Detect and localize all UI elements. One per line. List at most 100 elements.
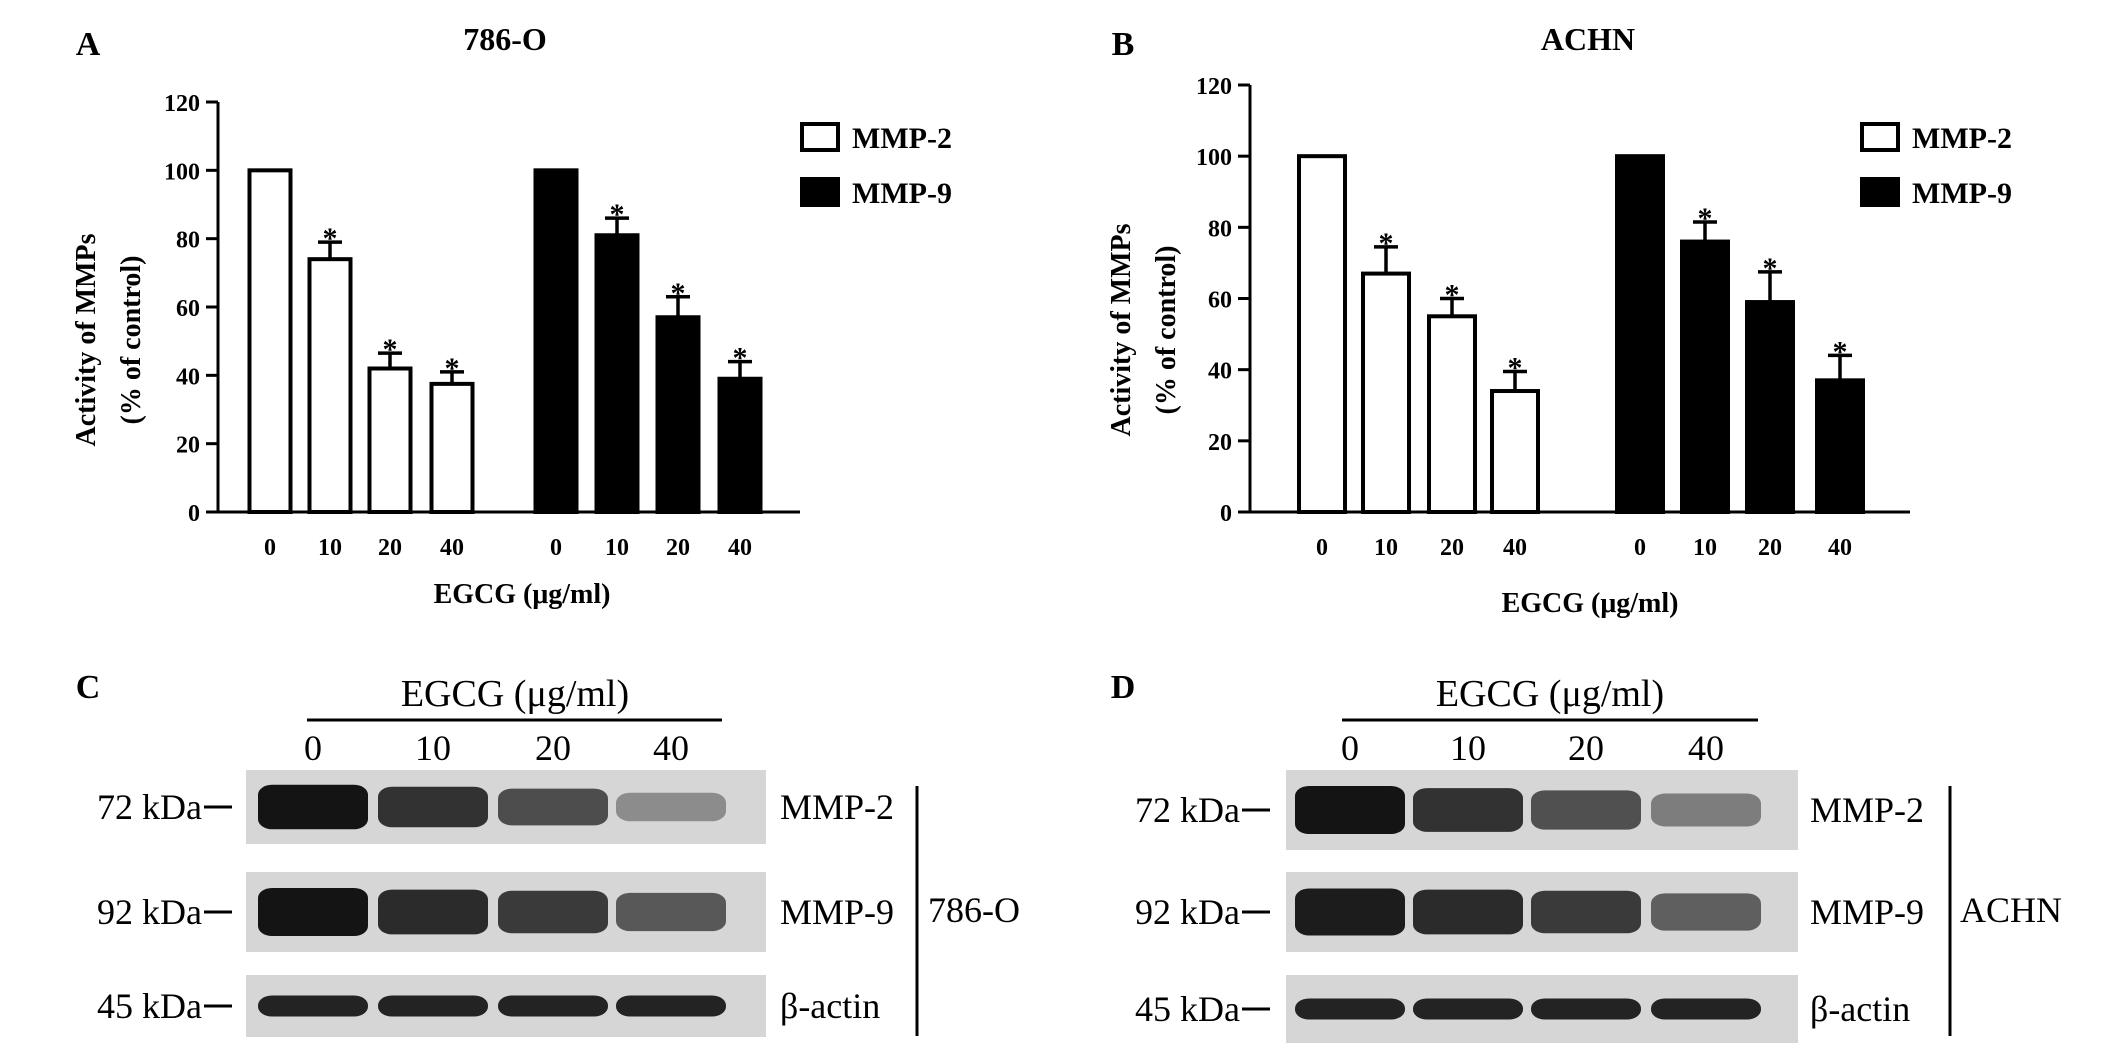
significance-star: * <box>445 352 460 385</box>
legend-label: MMP-2 <box>1912 122 2012 155</box>
blot-band <box>378 995 488 1017</box>
protein-label: MMP-2 <box>780 787 894 827</box>
y-tick-label: 60 <box>176 296 200 322</box>
blot-band <box>1531 890 1641 934</box>
y-tick-label: 60 <box>1208 288 1232 314</box>
blot-band <box>616 792 726 822</box>
blot-band <box>1295 786 1405 834</box>
y-tick-label: 20 <box>176 433 200 459</box>
bar-mmp-2 <box>1297 154 1347 515</box>
x-tick-label: 20 <box>1758 535 1782 561</box>
blot-band <box>1651 893 1761 931</box>
blot-band <box>498 995 608 1017</box>
blot-band <box>1413 788 1523 832</box>
bar-mmp-2 <box>429 381 475 514</box>
protein-label: MMP-2 <box>1810 790 1924 830</box>
protein-label: MMP-9 <box>780 892 894 932</box>
blot-band <box>378 889 488 935</box>
blot-band <box>1295 998 1405 1020</box>
blot-band <box>258 784 368 830</box>
significance-star: * <box>323 222 338 255</box>
lane-label: 40 <box>653 728 689 768</box>
y-tick-label: 100 <box>164 159 200 185</box>
significance-star: * <box>1445 279 1460 312</box>
significance-star: * <box>610 198 625 231</box>
blot-panel-c: C EGCG (μg/ml) 0 10 20 40 72 kDa MMP-2 92 kDa MMP… <box>76 669 1020 1037</box>
y-tick-label: 40 <box>1208 359 1232 385</box>
blot-band <box>1531 790 1641 830</box>
x-tick-label: 10 <box>318 535 342 561</box>
bar-mmp-9 <box>717 376 763 514</box>
kda-marker: 45 kDa <box>1135 989 1240 1029</box>
protein-label: β-actin <box>780 986 880 1026</box>
legend-swatch-mmp-2 <box>800 122 840 152</box>
bar-mmp-2 <box>247 168 293 514</box>
x-tick-label: 0 <box>264 535 276 561</box>
bar-mmp-2 <box>1361 271 1411 515</box>
lane-label: 20 <box>1568 728 1604 768</box>
blot-band <box>1413 889 1523 935</box>
y-tick-label: 120 <box>164 91 200 117</box>
bar-mmp-2 <box>1490 389 1540 514</box>
y-tick-label: 0 <box>188 501 200 527</box>
y-axis-label-line2: (% of control) <box>1151 246 1182 415</box>
y-axis-label: Activity of MMPs <box>1106 223 1137 436</box>
blot-band <box>1531 998 1641 1020</box>
legend-label: MMP-9 <box>1912 177 2012 210</box>
x-tick-label: 0 <box>1316 535 1328 561</box>
protein-label: β-actin <box>1810 989 1910 1029</box>
blot-band <box>498 890 608 934</box>
cell-line-label: ACHN <box>1960 890 2062 930</box>
bar-mmp-9 <box>655 315 701 514</box>
significance-star: * <box>733 342 748 375</box>
y-axis-label-line2: (% of control) <box>116 256 147 425</box>
x-tick-label: 10 <box>1693 535 1717 561</box>
chart-title: 786-O <box>463 21 547 57</box>
bar-mmp-9 <box>1815 378 1865 515</box>
x-tick-label: 0 <box>550 535 562 561</box>
lane-label: 40 <box>1688 728 1724 768</box>
y-tick-label: 100 <box>1196 145 1232 171</box>
x-tick-label: 20 <box>1440 535 1464 561</box>
panel-label: D <box>1111 669 1136 706</box>
panel-label: C <box>76 669 101 706</box>
legend-label: MMP-2 <box>852 122 952 155</box>
kda-marker: 92 kDa <box>1135 892 1240 932</box>
significance-star: * <box>1763 252 1778 285</box>
x-tick-label: 20 <box>666 535 690 561</box>
y-tick-label: 40 <box>176 364 200 390</box>
significance-star: * <box>383 333 398 366</box>
blot-header: EGCG (μg/ml) <box>401 673 629 715</box>
lane-label: 20 <box>535 728 571 768</box>
x-tick-label: 40 <box>728 535 752 561</box>
blot-band <box>1295 888 1405 936</box>
significance-star: * <box>671 277 686 310</box>
x-tick-label: 20 <box>378 535 402 561</box>
bar-mmp-9 <box>1680 239 1730 514</box>
blot-band <box>1413 998 1523 1020</box>
x-tick-label: 10 <box>1374 535 1398 561</box>
x-tick-label: 40 <box>1503 535 1527 561</box>
y-tick-label: 0 <box>1220 501 1232 527</box>
blot-band <box>258 995 368 1017</box>
bar-mmp-2 <box>1427 314 1477 514</box>
legend-swatch-mmp-9 <box>1860 177 1900 207</box>
blot-band <box>616 995 726 1017</box>
y-tick-label: 80 <box>176 228 200 254</box>
bar-mmp-9 <box>1615 154 1665 515</box>
x-axis-label: EGCG (μg/ml) <box>1502 588 1679 619</box>
lane-label: 10 <box>1450 728 1486 768</box>
x-axis-label: EGCG (μg/ml) <box>434 579 611 610</box>
lane-label: 10 <box>415 728 451 768</box>
blot-band <box>498 788 608 826</box>
kda-marker: 72 kDa <box>1135 790 1240 830</box>
x-tick-label: 0 <box>1634 535 1646 561</box>
blot-band <box>1651 998 1761 1020</box>
blot-panel-d: D EGCG (μg/ml) 0 10 20 40 72 kDa MMP-2 92 kDa MMP… <box>1111 669 2062 1043</box>
kda-marker: 92 kDa <box>97 892 202 932</box>
blot-band <box>616 892 726 932</box>
legend-label: MMP-9 <box>852 177 952 210</box>
